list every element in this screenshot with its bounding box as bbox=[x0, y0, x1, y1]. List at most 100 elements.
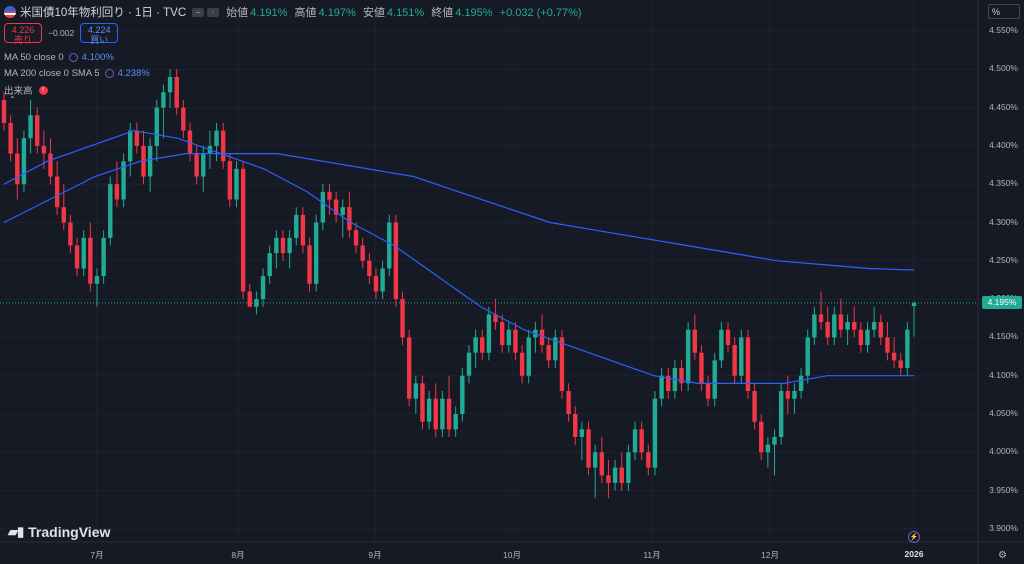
candle-body bbox=[201, 153, 206, 177]
candle-body bbox=[35, 115, 40, 146]
candle-body bbox=[68, 222, 73, 246]
candle-body bbox=[347, 207, 352, 231]
candle-body bbox=[639, 429, 644, 453]
candle-body bbox=[705, 383, 711, 399]
price-tick-label: 4.250% bbox=[989, 254, 1018, 265]
time-tick-label: 7月 bbox=[90, 550, 104, 560]
candle-body bbox=[247, 291, 252, 307]
candle-body bbox=[666, 375, 671, 392]
candle-body bbox=[274, 237, 279, 254]
candle-body bbox=[646, 452, 651, 468]
candle-body bbox=[825, 322, 830, 338]
buy-button[interactable]: 4.224 買い bbox=[80, 23, 119, 45]
collapse-legend-icon[interactable]: ⌃ bbox=[9, 95, 16, 104]
candle-body bbox=[147, 145, 153, 177]
settings-icon[interactable] bbox=[104, 69, 114, 78]
candle-body bbox=[327, 191, 332, 200]
candle-body bbox=[891, 352, 897, 361]
indicator-ma200[interactable]: MA 200 close 0 SMA 5 4.238% bbox=[4, 68, 150, 79]
spread-value: −0.002 bbox=[48, 28, 75, 38]
trade-buttons: 4.226 売り −0.002 4.224 買い bbox=[4, 23, 119, 45]
price-tick-label: 3.900% bbox=[989, 522, 1018, 533]
indicator-ma50[interactable]: MA 50 close 0 4.100% bbox=[4, 52, 114, 63]
sell-button[interactable]: 4.226 売り bbox=[4, 23, 42, 45]
candle-body bbox=[400, 299, 405, 338]
candle-body bbox=[114, 184, 120, 200]
candle-body bbox=[652, 398, 658, 468]
us-flag-icon bbox=[4, 6, 16, 18]
high-label: 高値 bbox=[294, 7, 317, 19]
candle-body bbox=[15, 153, 20, 185]
time-tick-label: 8月 bbox=[231, 550, 245, 560]
more-icon[interactable]: · bbox=[207, 7, 220, 17]
unit-button[interactable]: % bbox=[988, 4, 1020, 19]
collapse-icon[interactable]: − bbox=[192, 7, 205, 17]
candle-body bbox=[871, 322, 877, 330]
candle-body bbox=[905, 329, 910, 369]
price-tick-label: 4.450% bbox=[989, 101, 1018, 112]
candle-body bbox=[134, 130, 140, 146]
settings-icon[interactable] bbox=[68, 53, 78, 62]
candle-body bbox=[1, 99, 7, 123]
candle-body bbox=[54, 176, 60, 208]
candle-body bbox=[294, 214, 299, 238]
candle-body bbox=[300, 214, 306, 246]
candle-body bbox=[21, 138, 27, 185]
time-tick-label: 11月 bbox=[643, 550, 661, 560]
sell-label: 売り bbox=[13, 35, 32, 45]
tradingview-logo[interactable]: ▰▮ TradingView bbox=[8, 524, 110, 540]
candle-body bbox=[493, 314, 498, 323]
candle-body bbox=[865, 329, 870, 346]
candle-body bbox=[632, 429, 638, 453]
candle-body bbox=[234, 168, 239, 200]
time-tick-label: 12月 bbox=[761, 550, 779, 560]
change-value: +0.032 (+0.77%) bbox=[499, 7, 582, 19]
gear-icon[interactable]: ⚙ bbox=[998, 550, 1007, 561]
candle-body bbox=[181, 107, 186, 131]
candle-body bbox=[619, 467, 624, 483]
candle-body bbox=[101, 237, 106, 277]
candle-body bbox=[885, 337, 890, 353]
open-value: 4.191% bbox=[250, 7, 288, 19]
candle-body bbox=[480, 337, 485, 353]
sell-price: 4.226 bbox=[11, 25, 35, 35]
bolt-icon[interactable]: ⚡ bbox=[908, 531, 920, 543]
candle-body bbox=[8, 122, 13, 154]
warning-icon[interactable]: ! bbox=[38, 85, 48, 95]
candle-body bbox=[699, 352, 704, 384]
candle-body bbox=[586, 429, 591, 468]
price-tick-label: 4.100% bbox=[989, 369, 1018, 380]
price-tick-label: 4.350% bbox=[989, 178, 1018, 189]
price-tick-label: 4.000% bbox=[989, 446, 1018, 457]
price-tick-label: 3.950% bbox=[989, 484, 1018, 495]
ma50-value: 4.100% bbox=[81, 52, 114, 63]
candle-body bbox=[446, 398, 452, 430]
symbol-title[interactable]: 米国債10年物利回り · 1日 · TVC bbox=[20, 7, 187, 19]
tv-logo-icon: ▰▮ bbox=[8, 524, 24, 539]
candle-body bbox=[320, 191, 326, 223]
candle-body bbox=[778, 391, 784, 437]
candle-body bbox=[420, 383, 425, 422]
candle-body bbox=[792, 391, 797, 399]
price-tick-label: 4.400% bbox=[989, 139, 1018, 150]
open-label: 始値 bbox=[226, 7, 249, 19]
candle-body bbox=[559, 337, 565, 392]
candle-body bbox=[61, 207, 66, 223]
candle-body bbox=[41, 145, 47, 154]
candle-body bbox=[539, 329, 545, 346]
candle-body bbox=[313, 222, 319, 284]
time-tick-label: 10月 bbox=[503, 550, 521, 560]
candle-body bbox=[214, 130, 219, 146]
candle-body bbox=[174, 76, 179, 108]
candle-body bbox=[260, 276, 266, 300]
buy-price: 4.224 bbox=[87, 25, 111, 35]
candle-body bbox=[440, 398, 445, 430]
candle-body bbox=[812, 314, 817, 338]
candle-body bbox=[499, 322, 505, 346]
indicator-volume[interactable]: 出来高 ! bbox=[4, 83, 48, 97]
candle-body bbox=[798, 375, 804, 392]
candle-body bbox=[380, 268, 385, 292]
candle-body bbox=[911, 302, 917, 306]
candle-body bbox=[353, 230, 359, 246]
